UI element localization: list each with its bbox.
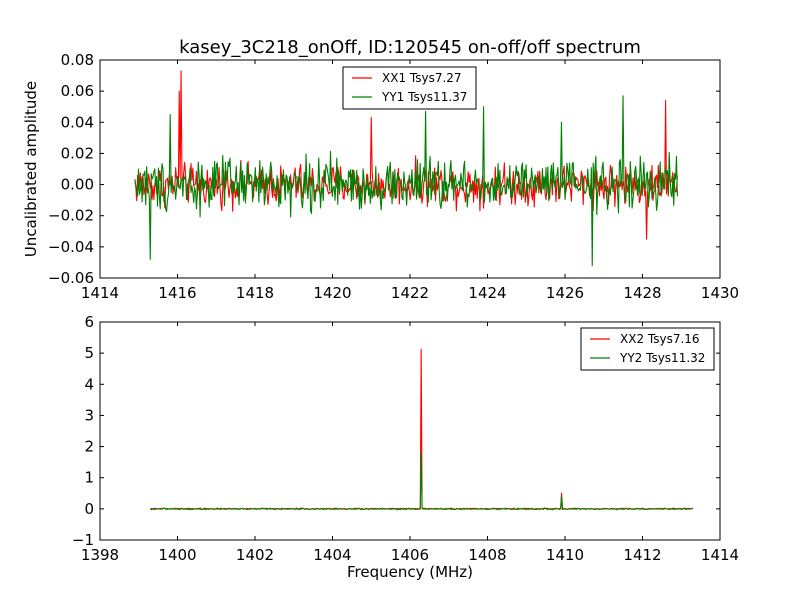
x-tick-label: 1420	[313, 284, 351, 302]
x-tick-label: 1416	[158, 284, 196, 302]
x-tick-label: 1414	[81, 284, 119, 302]
x-tick-label: 1428	[623, 284, 661, 302]
y-tick-label: −0.02	[48, 207, 94, 225]
y-tick-label: 0.00	[61, 176, 94, 194]
y-axis-label: Uncalibrated amplitude	[22, 81, 40, 257]
series-line-yy1	[134, 95, 678, 267]
x-tick-label: 1430	[701, 284, 739, 302]
legend: XX1 Tsys7.27 YY1 Tsys11.37	[342, 66, 477, 110]
x-tick-label: 1422	[391, 284, 429, 302]
y-tick-label: −1	[72, 531, 94, 549]
x-tick-label: 1402	[236, 546, 274, 564]
y-tick-label: −0.04	[48, 238, 94, 256]
bottom-plot-panel: 1398 1400 1402 1404 1406 1408 1410 1412 1414 −1 0 1…	[72, 313, 739, 581]
x-tick-label: 1424	[468, 284, 506, 302]
legend: XX2 Tsys7.16 YY2 Tsys11.32	[580, 327, 715, 371]
legend-label: YY1 Tsys11.37	[381, 90, 467, 104]
y-tick-label: 0.04	[61, 113, 94, 131]
legend-box	[580, 327, 715, 371]
x-tick-label: 1412	[623, 546, 661, 564]
y-tick-label: −0.06	[48, 269, 94, 287]
legend-box	[342, 66, 477, 110]
x-tick-label: 1414	[701, 546, 739, 564]
y-tick-label: 5	[84, 344, 94, 362]
series-group	[149, 348, 694, 511]
series-line-yy2	[149, 451, 694, 511]
x-tick-label: 1398	[81, 546, 119, 564]
y-tick-label: 4	[84, 375, 94, 393]
x-axis-label: Frequency (MHz)	[347, 563, 473, 581]
x-tick-label: 1408	[468, 546, 506, 564]
y-tick-label: 6	[84, 313, 94, 331]
x-tick-label: 1418	[236, 284, 274, 302]
y-tick-label: 3	[84, 406, 94, 424]
x-tick-label: 1404	[313, 546, 351, 564]
legend-label: YY2 Tsys11.32	[619, 351, 705, 365]
legend-label: XX2 Tsys7.16	[620, 332, 700, 346]
y-tick-label: 0.08	[61, 51, 94, 69]
y-tick-label: 0	[84, 500, 94, 518]
x-tick-label: 1400	[158, 546, 196, 564]
series-group	[134, 70, 678, 267]
y-tick-label: 0.06	[61, 82, 94, 100]
chart-title: kasey_3C218_onOff, ID:120545 on-off/off …	[179, 37, 641, 58]
y-tick-label: 1	[84, 469, 94, 487]
top-plot-panel: 1414 1416 1418 1420 1422 1424 1426 1428 1430 −0.0…	[22, 51, 739, 302]
x-tick-label: 1426	[546, 284, 584, 302]
legend-label: XX1 Tsys7.27	[382, 71, 462, 85]
x-tick-label: 1406	[391, 546, 429, 564]
y-tick-label: 0.02	[61, 144, 94, 162]
x-tick-label: 1410	[546, 546, 584, 564]
y-tick-label: 2	[84, 438, 94, 456]
